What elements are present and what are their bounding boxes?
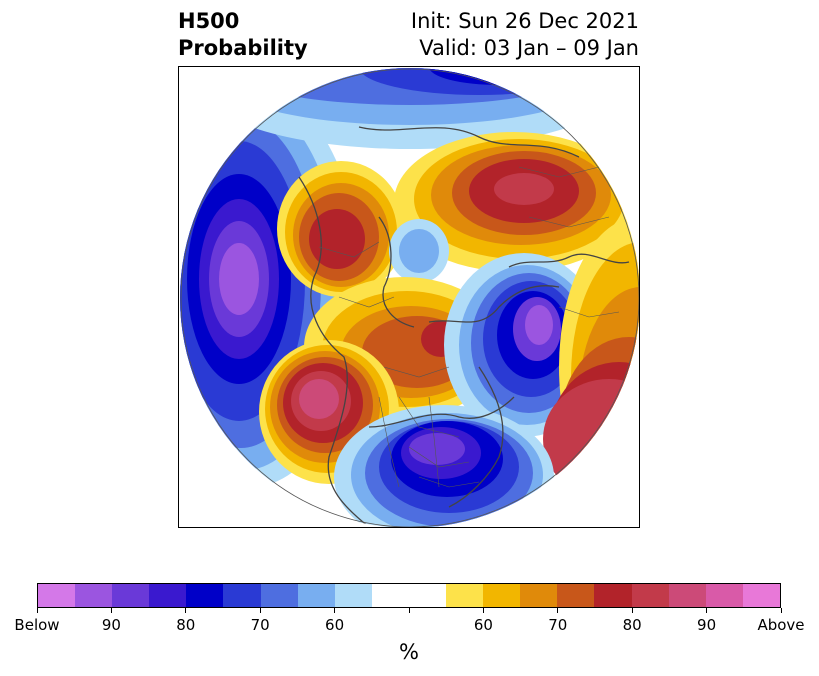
colorbar-unit: % <box>399 640 419 664</box>
polar-map <box>180 68 639 527</box>
positive-anomaly-siberia <box>394 132 634 272</box>
title-variable: H500 <box>178 9 240 33</box>
colorbar-tick <box>557 608 559 613</box>
negative-anomaly-arctic <box>205 68 615 149</box>
colorbar-tick <box>482 608 484 613</box>
colorbar-segment <box>631 584 669 607</box>
colorbar-tick <box>408 608 410 613</box>
init-date: Init: Sun 26 Dec 2021 <box>410 9 639 33</box>
colorbar-segment <box>742 584 780 607</box>
valid-range: Valid: 03 Jan – 09 Jan <box>419 36 639 60</box>
colorbar-segment <box>446 584 484 607</box>
title-product: Probability <box>178 36 308 60</box>
colorbar-tick <box>706 608 708 613</box>
colorbar-tick-label: 60 <box>473 616 493 634</box>
colorbar-segment <box>260 584 298 607</box>
colorbar-tick <box>259 608 261 613</box>
colorbar-tick-label: 80 <box>622 616 642 634</box>
colorbar-segment <box>149 584 187 607</box>
borders <box>318 166 620 488</box>
colorbar-tick-label: Above <box>757 616 805 634</box>
colorbar-segment <box>38 584 76 607</box>
chart-title-right: Init: Sun 26 Dec 2021 Valid: 03 Jan – 09… <box>411 8 639 62</box>
colorbar-tick <box>185 608 187 613</box>
colorbar-tick <box>110 608 112 613</box>
colorbar-tick <box>631 608 633 613</box>
colorbar-segment <box>186 584 224 607</box>
colorbar-segment <box>223 584 261 607</box>
colorbar-segment <box>371 584 447 607</box>
map-panel <box>178 66 640 528</box>
colorbar-tick-label: Below <box>14 616 60 634</box>
negative-anomaly-polar <box>389 219 449 283</box>
colorbar-segment <box>112 584 150 607</box>
colorbar-segment <box>557 584 595 607</box>
colorbar-segment <box>705 584 743 607</box>
colorbar-segment <box>668 584 706 607</box>
colorbar-tick-label: 80 <box>176 616 196 634</box>
colorbar-tick-label: 90 <box>101 616 121 634</box>
colorbar-tick-label: 60 <box>325 616 345 634</box>
colorbar-segment <box>483 584 521 607</box>
colorbar-tick-label: 70 <box>250 616 270 634</box>
colorbar-segment <box>334 584 372 607</box>
colorbar-segment <box>594 584 632 607</box>
colorbar-segment <box>520 584 558 607</box>
coastlines <box>298 126 630 527</box>
colorbar <box>37 583 781 608</box>
negative-anomaly-north-america <box>334 405 554 527</box>
colorbar-segment <box>297 584 335 607</box>
colorbar-tick-label: 90 <box>697 616 717 634</box>
colorbar-segment <box>75 584 113 607</box>
chart-title-left: H500 Probability <box>178 8 308 62</box>
colorbar-tick <box>780 608 782 613</box>
colorbar-tick <box>36 608 38 613</box>
colorbar-tick <box>334 608 336 613</box>
colorbar-tick-label: 70 <box>548 616 568 634</box>
